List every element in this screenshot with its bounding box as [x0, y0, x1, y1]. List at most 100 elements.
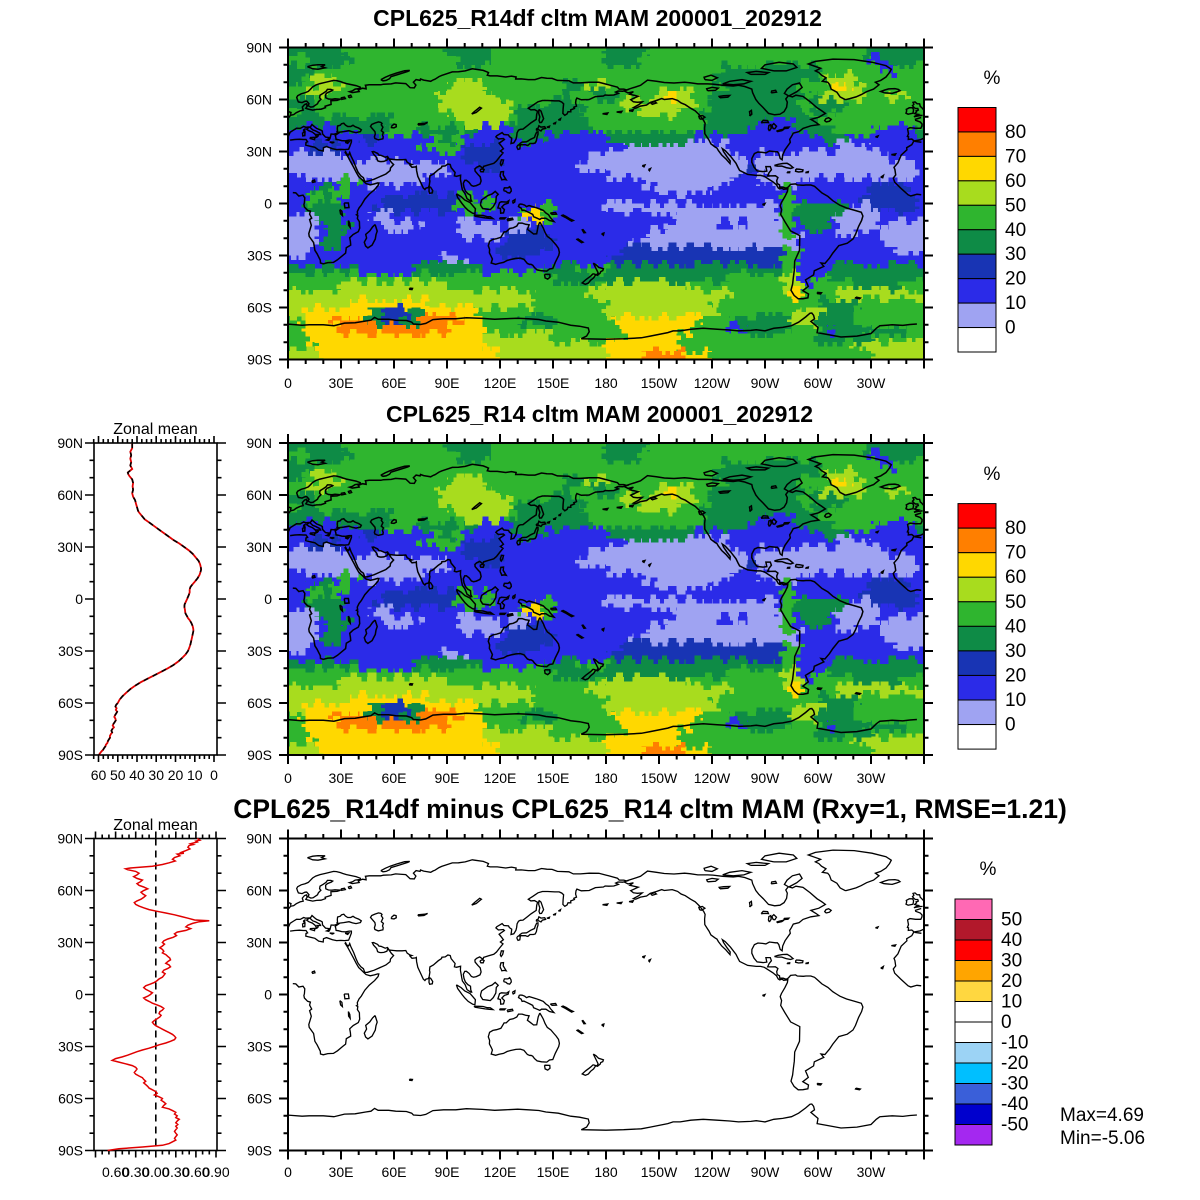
svg-text:0: 0 — [284, 770, 292, 786]
svg-text:20: 20 — [1001, 971, 1022, 992]
svg-text:60N: 60N — [246, 487, 272, 503]
svg-text:30: 30 — [1005, 641, 1026, 662]
svg-text:90W: 90W — [751, 1164, 781, 1180]
svg-text:150E: 150E — [537, 375, 570, 391]
svg-text:0.00: 0.00 — [142, 1164, 169, 1180]
svg-text:60: 60 — [1005, 171, 1026, 192]
svg-text:0: 0 — [1005, 318, 1016, 339]
svg-text:Max=4.69: Max=4.69 — [1060, 1105, 1144, 1126]
svg-text:50: 50 — [1005, 195, 1026, 216]
svg-text:90N: 90N — [246, 435, 272, 451]
svg-text:CPL625_R14df cltm MAM 200001_2: CPL625_R14df cltm MAM 200001_202912 — [373, 5, 822, 31]
svg-text:120W: 120W — [694, 375, 731, 391]
svg-text:180: 180 — [594, 1164, 618, 1180]
svg-text:120E: 120E — [484, 375, 517, 391]
svg-text:90E: 90E — [435, 1164, 460, 1180]
svg-text:10: 10 — [1005, 293, 1026, 314]
svg-text:30S: 30S — [247, 248, 272, 264]
svg-text:30S: 30S — [58, 643, 83, 659]
svg-text:20: 20 — [168, 767, 184, 783]
svg-text:40: 40 — [129, 767, 145, 783]
svg-text:50: 50 — [110, 767, 126, 783]
svg-text:90N: 90N — [57, 435, 83, 451]
svg-text:90N: 90N — [246, 40, 272, 56]
svg-text:30E: 30E — [329, 770, 354, 786]
svg-text:150E: 150E — [537, 770, 570, 786]
svg-text:30N: 30N — [57, 539, 83, 555]
svg-text:30E: 30E — [329, 1164, 354, 1180]
svg-text:0: 0 — [264, 987, 272, 1003]
svg-text:90N: 90N — [246, 831, 272, 847]
svg-text:40: 40 — [1001, 930, 1022, 951]
svg-text:0: 0 — [284, 1164, 292, 1180]
svg-text:30S: 30S — [247, 1039, 272, 1055]
svg-text:180: 180 — [594, 770, 618, 786]
svg-text:90W: 90W — [751, 375, 781, 391]
svg-text:150W: 150W — [641, 375, 678, 391]
svg-text:90N: 90N — [57, 831, 83, 847]
svg-text:30N: 30N — [57, 935, 83, 951]
svg-text:20: 20 — [1005, 269, 1026, 290]
svg-text:%: % — [984, 464, 1001, 485]
svg-text:90S: 90S — [247, 747, 272, 763]
svg-text:90E: 90E — [435, 770, 460, 786]
svg-text:60W: 60W — [804, 1164, 834, 1180]
svg-text:30: 30 — [1005, 244, 1026, 265]
svg-text:60N: 60N — [246, 883, 272, 899]
svg-text:0.60: 0.60 — [182, 1164, 209, 1180]
svg-text:30N: 30N — [246, 539, 272, 555]
svg-text:0: 0 — [284, 375, 292, 391]
svg-text:0.30: 0.30 — [162, 1164, 189, 1180]
svg-text:70: 70 — [1005, 543, 1026, 564]
svg-text:30: 30 — [1001, 951, 1022, 972]
svg-text:10: 10 — [1005, 690, 1026, 711]
svg-text:10: 10 — [1001, 992, 1022, 1013]
svg-text:30N: 30N — [246, 935, 272, 951]
svg-text:60: 60 — [91, 767, 107, 783]
svg-text:40: 40 — [1005, 616, 1026, 637]
svg-text:90S: 90S — [58, 747, 83, 763]
svg-text:80: 80 — [1005, 518, 1026, 539]
svg-text:CPL625_R14df minus CPL625_R14: CPL625_R14df minus CPL625_R14 cltm MAM (… — [233, 794, 1067, 824]
svg-text:30W: 30W — [857, 1164, 887, 1180]
svg-text:180: 180 — [594, 375, 618, 391]
svg-text:60S: 60S — [58, 1091, 83, 1107]
svg-text:0.60: 0.60 — [102, 1164, 129, 1180]
svg-text:90S: 90S — [247, 1143, 272, 1159]
svg-text:90E: 90E — [435, 375, 460, 391]
svg-text:60E: 60E — [382, 770, 407, 786]
svg-text:0: 0 — [210, 767, 218, 783]
svg-text:150E: 150E — [537, 1164, 570, 1180]
svg-text:60W: 60W — [804, 770, 834, 786]
svg-text:-30: -30 — [1001, 1074, 1028, 1095]
svg-text:80: 80 — [1005, 122, 1026, 143]
svg-text:60S: 60S — [58, 695, 83, 711]
svg-text:150W: 150W — [641, 1164, 678, 1180]
svg-text:50: 50 — [1001, 910, 1022, 931]
svg-text:Zonal mean: Zonal mean — [113, 817, 198, 834]
svg-text:CPL625_R14 cltm MAM 200001_202: CPL625_R14 cltm MAM 200001_202912 — [386, 401, 813, 427]
svg-text:90S: 90S — [247, 352, 272, 368]
svg-text:%: % — [984, 68, 1001, 89]
svg-text:30S: 30S — [247, 643, 272, 659]
svg-text:90S: 90S — [58, 1143, 83, 1159]
svg-text:30N: 30N — [246, 144, 272, 160]
svg-text:70: 70 — [1005, 146, 1026, 167]
svg-text:60S: 60S — [247, 695, 272, 711]
svg-text:0: 0 — [264, 591, 272, 607]
svg-text:0: 0 — [1001, 1012, 1012, 1033]
svg-text:0.30: 0.30 — [122, 1164, 149, 1180]
svg-text:Zonal mean: Zonal mean — [113, 421, 198, 438]
svg-text:30: 30 — [148, 767, 164, 783]
svg-text:150W: 150W — [641, 770, 678, 786]
svg-text:120W: 120W — [694, 770, 731, 786]
svg-text:60N: 60N — [57, 487, 83, 503]
svg-text:-50: -50 — [1001, 1115, 1028, 1136]
svg-text:-10: -10 — [1001, 1033, 1028, 1054]
svg-text:60N: 60N — [57, 883, 83, 899]
svg-text:60S: 60S — [247, 1091, 272, 1107]
svg-text:0: 0 — [264, 196, 272, 212]
svg-text:50: 50 — [1005, 592, 1026, 613]
svg-text:-20: -20 — [1001, 1053, 1028, 1074]
svg-text:10: 10 — [187, 767, 203, 783]
